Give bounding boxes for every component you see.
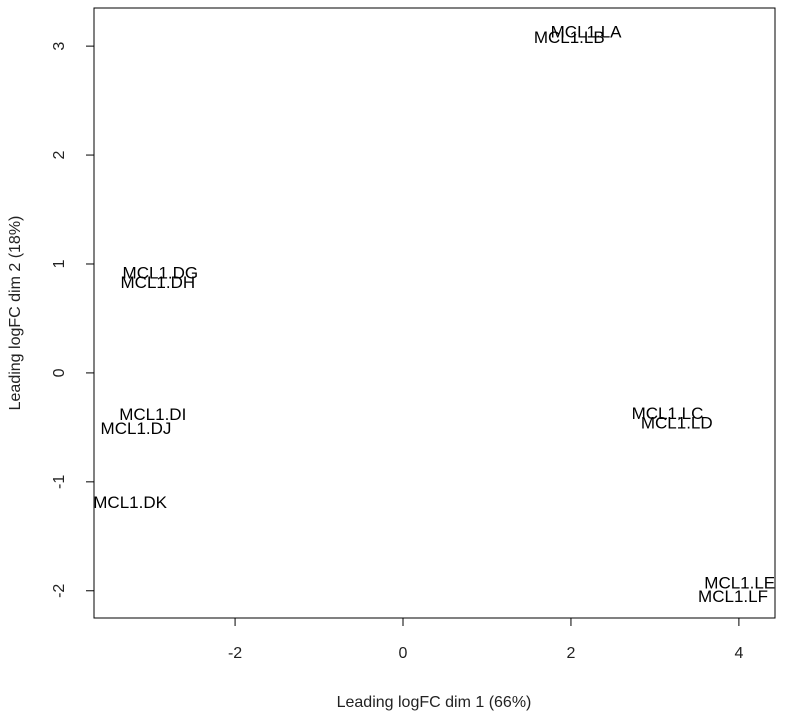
- y-tick-label: 2: [51, 151, 68, 160]
- point-label: MCL1.DJ: [101, 419, 172, 438]
- point-label: MCL1.DK: [93, 493, 167, 512]
- y-axis-title: Leading logFC dim 2 (18%): [7, 216, 24, 411]
- y-tick-label: 0: [51, 368, 68, 377]
- point-label: MCL1.LC: [632, 404, 704, 423]
- x-tick-label: -2: [228, 645, 242, 662]
- plot-frame: [93, 7, 776, 619]
- point-label: MCL1.LB: [534, 28, 605, 47]
- point-label: MCL1.DH: [121, 273, 196, 292]
- x-tick-label: 0: [399, 645, 408, 662]
- x-tick-label: 4: [734, 645, 743, 662]
- x-tick-label: 2: [566, 645, 575, 662]
- y-tick-label: -1: [51, 475, 68, 489]
- point-label: MCL1.DI: [119, 405, 186, 424]
- points: MCL1.LAMCL1.LBMCL1.DGMCL1.DHMCL1.DIMCL1.…: [93, 23, 775, 606]
- point-label: MCL1.DG: [123, 263, 199, 282]
- point-label: MCL1.LA: [551, 23, 623, 42]
- y-tick-label: 3: [51, 42, 68, 51]
- point-label: MCL1.LD: [641, 414, 713, 433]
- y-tick-label: 1: [51, 259, 68, 268]
- x-axis-title: Leading logFC dim 1 (66%): [337, 694, 532, 711]
- point-label: MCL1.LF: [698, 587, 768, 606]
- y-tick-label: -2: [51, 584, 68, 598]
- point-label: MCL1.LE: [704, 574, 775, 593]
